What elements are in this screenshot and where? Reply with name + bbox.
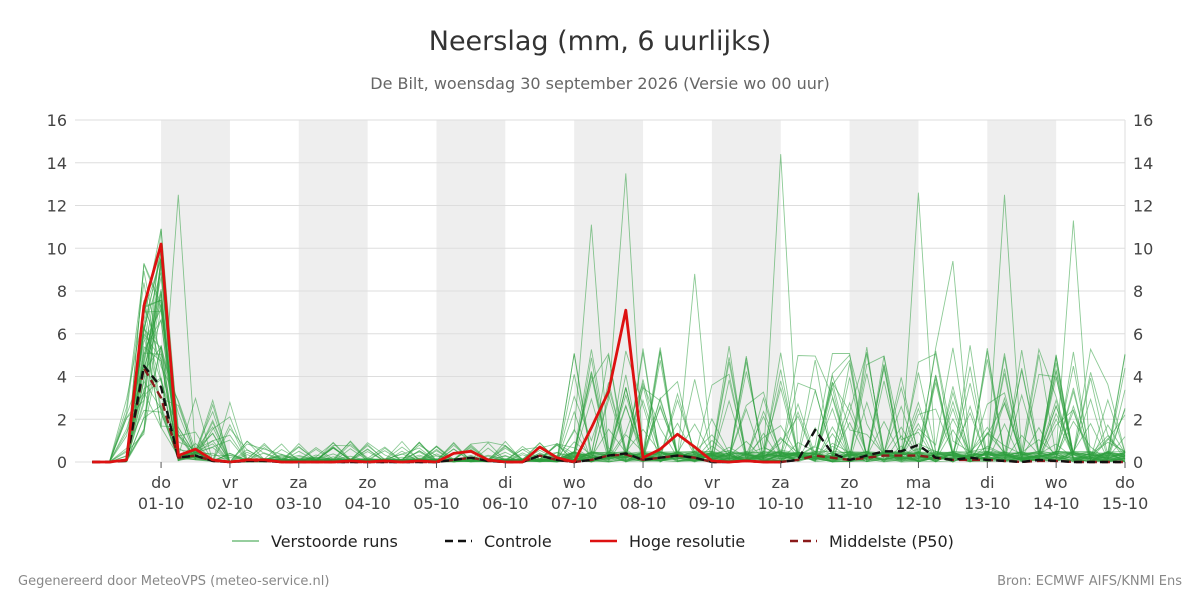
y-tick-left: 2 bbox=[57, 410, 67, 429]
y-tick-right: 12 bbox=[1133, 197, 1153, 216]
x-tick-date: 01-10 bbox=[138, 494, 185, 513]
legend-label-4: Middelste (P50) bbox=[829, 532, 954, 551]
x-tick-date: 09-10 bbox=[689, 494, 736, 513]
y-tick-left: 6 bbox=[57, 325, 67, 344]
y-tick-left: 0 bbox=[57, 453, 67, 472]
legend-label-3: Hoge resolutie bbox=[629, 532, 745, 551]
x-tick-day: di bbox=[498, 473, 513, 492]
x-tick-date: 02-10 bbox=[207, 494, 254, 513]
x-tick-day: vr bbox=[222, 473, 238, 492]
y-tick-left: 16 bbox=[47, 111, 67, 130]
x-tick-day: zo bbox=[840, 473, 858, 492]
legend-label-2: Controle bbox=[484, 532, 552, 551]
x-tick-day: za bbox=[290, 473, 308, 492]
x-tick-day: vr bbox=[704, 473, 720, 492]
x-tick-day: zo bbox=[359, 473, 377, 492]
y-tick-left: 10 bbox=[47, 239, 67, 258]
x-tick-date: 10-10 bbox=[757, 494, 804, 513]
x-tick-day: za bbox=[772, 473, 790, 492]
legend: Verstoorde runs Controle Hoge resolutie Mid… bbox=[232, 532, 954, 551]
y-tick-right: 0 bbox=[1133, 453, 1143, 472]
x-tick-date: 05-10 bbox=[413, 494, 460, 513]
x-tick-date: 03-10 bbox=[276, 494, 323, 513]
x-tick-day: wo bbox=[1045, 473, 1068, 492]
x-tick-date: 13-10 bbox=[964, 494, 1011, 513]
y-axis-ticks: 0 0 2 2 4 4 6 6 8 8 10 10 12 12 14 14 16 16 bbox=[47, 111, 1154, 472]
y-tick-right: 16 bbox=[1133, 111, 1153, 130]
x-tick-date: 07-10 bbox=[551, 494, 598, 513]
x-tick-date: 12-10 bbox=[895, 494, 942, 513]
y-tick-left: 4 bbox=[57, 368, 67, 387]
x-tick-day: di bbox=[980, 473, 995, 492]
x-tick-date: 11-10 bbox=[826, 494, 873, 513]
footer-source: Bron: ECMWF AIFS/KNMI Ens bbox=[997, 574, 1182, 589]
footer-generator: Gegenereerd door MeteoVPS (meteo-service… bbox=[18, 574, 329, 589]
y-tick-left: 14 bbox=[47, 154, 67, 173]
x-tick-day: ma bbox=[906, 473, 931, 492]
y-tick-right: 8 bbox=[1133, 282, 1143, 301]
y-tick-right: 6 bbox=[1133, 325, 1143, 344]
x-tick-day: ma bbox=[424, 473, 449, 492]
x-tick-date: 06-10 bbox=[482, 494, 529, 513]
x-tick-day: do bbox=[633, 473, 653, 492]
chart-title: Neerslag (mm, 6 uurlijks) bbox=[429, 26, 771, 57]
x-tick-day: wo bbox=[563, 473, 586, 492]
x-tick-date: 08-10 bbox=[620, 494, 667, 513]
x-axis-ticks: do 01-10 vr 02-10 za 03-10 zo 04-10 ma 05-10 di 06-… bbox=[138, 462, 1148, 513]
y-tick-right: 10 bbox=[1133, 239, 1153, 258]
y-tick-left: 12 bbox=[47, 197, 67, 216]
x-tick-date: 14-10 bbox=[1033, 494, 1080, 513]
legend-label-1: Verstoorde runs bbox=[271, 532, 398, 551]
x-tick-day: do bbox=[151, 473, 171, 492]
chart-subtitle: De Bilt, woensdag 30 september 2026 (Ver… bbox=[370, 74, 830, 93]
x-tick-date: 15-10 bbox=[1102, 494, 1149, 513]
y-tick-right: 4 bbox=[1133, 368, 1143, 387]
y-tick-right: 2 bbox=[1133, 410, 1143, 429]
y-tick-right: 14 bbox=[1133, 154, 1153, 173]
x-tick-day: do bbox=[1115, 473, 1135, 492]
y-tick-left: 8 bbox=[57, 282, 67, 301]
x-tick-date: 04-10 bbox=[344, 494, 391, 513]
